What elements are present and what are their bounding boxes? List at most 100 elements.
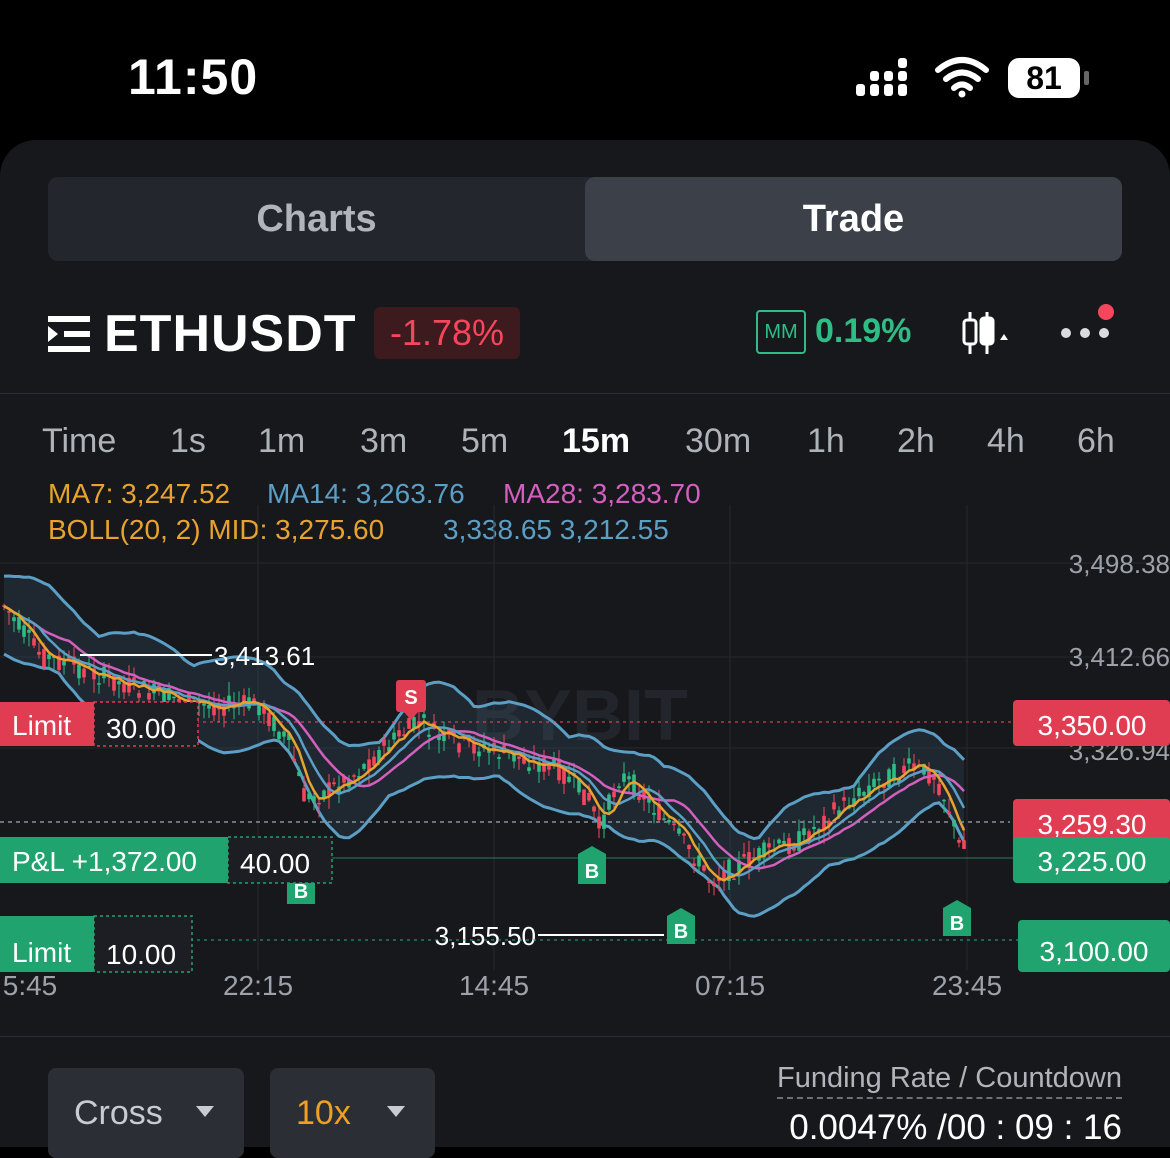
timeframe-15m[interactable]: 15m (562, 422, 631, 460)
candle (67, 656, 71, 659)
candle (357, 776, 361, 778)
candle (7, 611, 11, 613)
candle (227, 695, 231, 704)
x-tick: 14:45 (459, 970, 529, 1001)
candle (687, 845, 691, 850)
candle (152, 683, 156, 694)
chevron-down-icon (196, 1106, 214, 1117)
candle (172, 696, 176, 699)
candle (122, 683, 126, 693)
more-options-icon[interactable] (1058, 300, 1118, 350)
candle (37, 651, 41, 655)
candle (802, 828, 806, 836)
timeframe-6h[interactable]: 6h (1077, 422, 1115, 460)
battery-tip (1084, 71, 1089, 85)
timeframe-30m[interactable]: 30m (685, 422, 752, 460)
battery-level: 81 (1008, 58, 1080, 98)
candle (47, 654, 51, 660)
candle (527, 767, 531, 771)
candle (817, 829, 821, 832)
candle (872, 778, 876, 787)
tab-trade[interactable]: Trade (585, 177, 1122, 261)
trading-sheet (0, 140, 1170, 1147)
trade-marker-label: B (585, 861, 599, 883)
candle (647, 796, 651, 803)
candle (797, 831, 801, 851)
leverage-select[interactable]: 10x (270, 1068, 435, 1158)
candle (387, 747, 391, 752)
candle (632, 774, 636, 796)
timeframe-1h[interactable]: 1h (807, 422, 845, 460)
candle (292, 758, 296, 761)
high-marker-label: 3,413.61 (214, 641, 315, 671)
candle (442, 731, 446, 742)
symbol-name[interactable]: ETHUSDT (104, 305, 357, 363)
limit-sell-order-chip: Limit 30.00 (0, 701, 199, 747)
timeframe-time[interactable]: Time (42, 422, 117, 460)
timeframe-5m[interactable]: 5m (461, 422, 509, 460)
symbol-menu-icon[interactable] (48, 314, 90, 354)
candle (892, 763, 896, 781)
last-price-tag: 3,259.30 (1013, 799, 1170, 845)
limit-sell-price-tag: 3,350.00 (1013, 700, 1170, 746)
candle (832, 802, 836, 810)
candle (912, 763, 916, 771)
mm-rate[interactable]: 0.19% (815, 312, 912, 350)
limit-buy-price-tag: 3,100.00 (1018, 920, 1170, 972)
timeframe-4h[interactable]: 4h (987, 422, 1025, 460)
y-tick: 3,498.38 (1069, 549, 1170, 579)
candle (622, 773, 626, 782)
candle (762, 842, 766, 858)
candle (537, 761, 541, 772)
candle (877, 778, 881, 781)
candle (422, 714, 426, 718)
timeframe-2h[interactable]: 2h (897, 422, 935, 460)
candle (207, 704, 211, 709)
low-marker: 3,155.50 (435, 921, 664, 951)
candlestick-chart[interactable]: BYBIT 3,498.38 3,412.66 3,326.94 5:45 22… (0, 470, 1170, 1040)
chart-watermark: BYBIT (472, 676, 688, 756)
candle (952, 819, 956, 827)
candle (117, 681, 121, 685)
candle (457, 743, 461, 753)
candle (562, 768, 566, 784)
candle (257, 705, 261, 716)
position-pnl: P&L +1,372.00 (12, 846, 197, 877)
candle (287, 733, 291, 740)
candlestick-settings-icon[interactable] (960, 310, 1014, 356)
funding-rate-label[interactable]: Funding Rate / Countdown (777, 1062, 1122, 1099)
trade-marker-label: S (404, 687, 417, 709)
candle (517, 756, 521, 759)
trade-marker-sell: S (396, 680, 426, 720)
low-marker-label: 3,155.50 (435, 921, 536, 951)
timeframe-1m[interactable]: 1m (258, 422, 306, 460)
candle (547, 763, 551, 770)
candle (97, 683, 101, 685)
candle (352, 775, 356, 777)
candle (407, 718, 411, 729)
candle (612, 791, 616, 798)
candle (852, 798, 856, 807)
wifi-icon (935, 57, 989, 98)
candle (332, 782, 336, 785)
margin-mode-select[interactable]: Cross (48, 1068, 244, 1158)
candle (637, 796, 641, 800)
candle (857, 787, 861, 797)
candle (212, 704, 216, 716)
tab-charts[interactable]: Charts (256, 197, 377, 240)
candle (577, 778, 581, 793)
candle (42, 649, 46, 668)
boll-mid-value: BOLL(20, 2) MID: 3,275.60 (48, 514, 385, 545)
candle (582, 789, 586, 805)
candle (652, 812, 656, 815)
timeframe-1s[interactable]: 1s (170, 422, 206, 460)
ma28-line (3, 605, 965, 870)
high-marker: 3,413.61 (80, 641, 315, 671)
candle (512, 752, 516, 762)
timeframe-3m[interactable]: 3m (360, 422, 408, 460)
ma7-line (3, 605, 966, 882)
candle (222, 705, 226, 716)
candle (777, 839, 781, 844)
candle (902, 765, 906, 774)
mm-badge[interactable]: MM (756, 310, 806, 354)
